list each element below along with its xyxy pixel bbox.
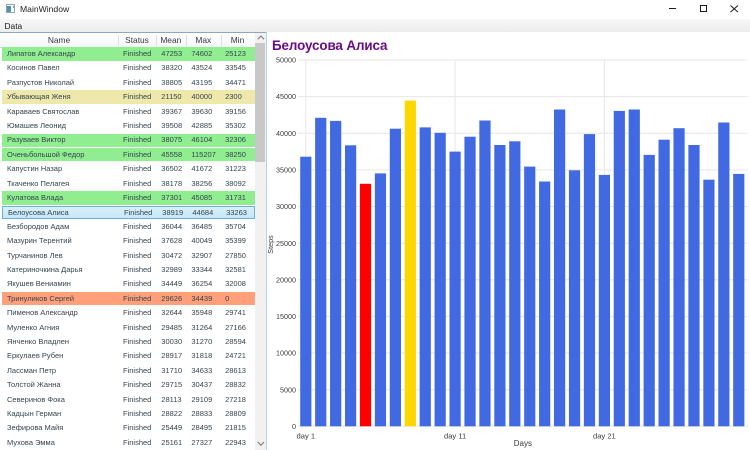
svg-text:10000: 10000	[276, 349, 296, 358]
svg-text:day 11: day 11	[444, 432, 466, 441]
svg-text:40000: 40000	[276, 129, 296, 138]
svg-text:35000: 35000	[276, 166, 296, 175]
svg-text:Steps: Steps	[267, 235, 275, 254]
svg-text:50000: 50000	[276, 56, 296, 65]
svg-text:45000: 45000	[276, 92, 296, 101]
svg-text:Белоусова Алиса: Белоусова Алиса	[272, 38, 388, 53]
svg-text:0: 0	[292, 422, 296, 431]
svg-text:day 1: day 1	[297, 432, 316, 441]
svg-text:5000: 5000	[280, 385, 296, 394]
svg-text:day 21: day 21	[593, 432, 616, 441]
svg-text:25000: 25000	[276, 239, 296, 248]
svg-text:Days: Days	[514, 439, 532, 448]
svg-text:30000: 30000	[276, 202, 296, 211]
svg-text:20000: 20000	[276, 275, 296, 284]
svg-text:15000: 15000	[276, 312, 296, 321]
